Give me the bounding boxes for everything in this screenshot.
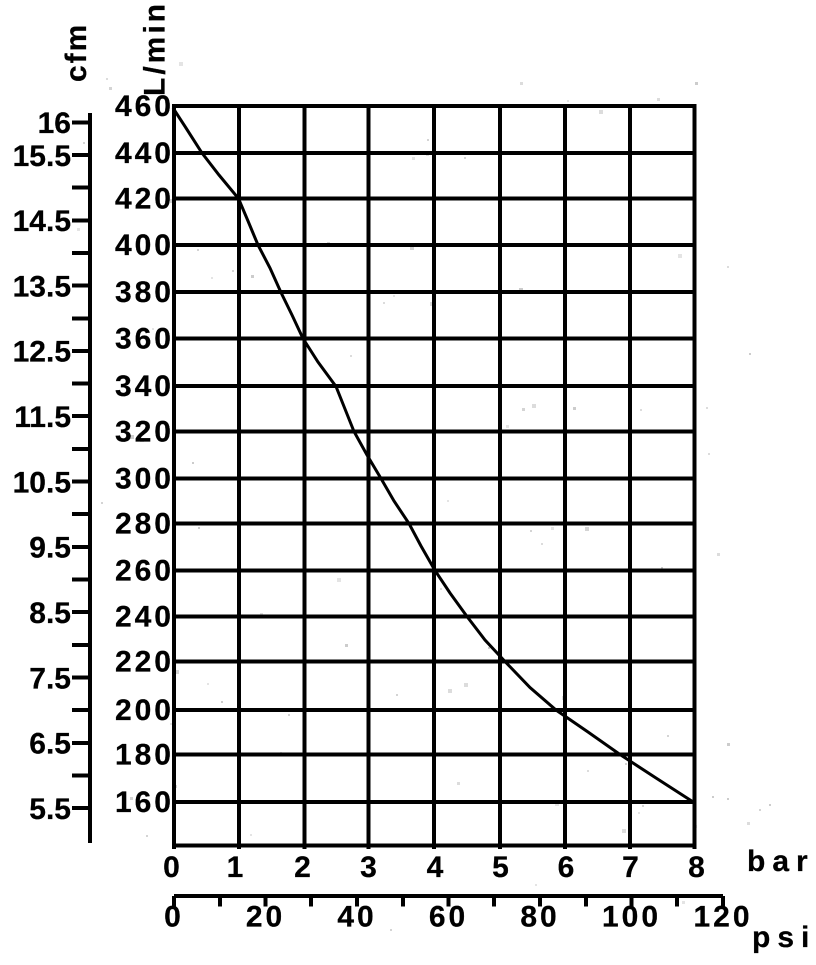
- svg-text:340: 340: [115, 370, 174, 403]
- svg-text:20: 20: [246, 901, 285, 934]
- svg-text:100: 100: [602, 901, 661, 934]
- svg-text:11.5: 11.5: [14, 401, 71, 434]
- svg-text:6.5: 6.5: [29, 728, 71, 761]
- svg-text:15.5: 15.5: [13, 140, 71, 173]
- svg-text:1: 1: [227, 851, 245, 884]
- svg-text:400: 400: [115, 229, 174, 262]
- svg-text:280: 280: [115, 508, 174, 541]
- svg-text:220: 220: [115, 646, 174, 679]
- svg-text:200: 200: [115, 694, 174, 727]
- svg-text:8.5: 8.5: [29, 597, 71, 630]
- svg-text:260: 260: [115, 555, 174, 588]
- svg-text:80: 80: [520, 901, 559, 934]
- svg-text:0: 0: [163, 851, 181, 884]
- svg-text:240: 240: [115, 601, 174, 634]
- svg-text:360: 360: [115, 323, 174, 356]
- svg-text:16: 16: [38, 107, 71, 140]
- svg-text:0: 0: [164, 901, 184, 934]
- svg-text:440: 440: [115, 137, 174, 170]
- svg-text:4: 4: [427, 851, 445, 884]
- svg-text:40: 40: [337, 901, 376, 934]
- svg-text:380: 380: [115, 276, 174, 309]
- svg-text:320: 320: [115, 416, 174, 449]
- svg-text:2: 2: [294, 851, 312, 884]
- svg-text:psi: psi: [752, 921, 816, 954]
- svg-text:160: 160: [115, 786, 174, 819]
- svg-text:5.5: 5.5: [29, 793, 71, 826]
- svg-text:8: 8: [688, 851, 706, 884]
- svg-text:10.5: 10.5: [13, 466, 71, 499]
- svg-text:120: 120: [693, 901, 752, 934]
- svg-text:300: 300: [115, 463, 174, 496]
- svg-text:12.5: 12.5: [13, 336, 71, 369]
- svg-text:13.5: 13.5: [13, 270, 71, 303]
- svg-text:60: 60: [429, 901, 468, 934]
- svg-text:180: 180: [115, 739, 174, 772]
- svg-text:6: 6: [558, 851, 576, 884]
- svg-text:cfm: cfm: [60, 23, 93, 82]
- svg-text:bar: bar: [747, 845, 815, 878]
- svg-text:7.5: 7.5: [29, 662, 71, 695]
- svg-text:9.5: 9.5: [29, 532, 71, 565]
- svg-text:7: 7: [622, 851, 640, 884]
- svg-text:420: 420: [115, 183, 174, 216]
- svg-text:L/min: L/min: [139, 1, 172, 96]
- svg-text:460: 460: [115, 90, 174, 123]
- svg-text:3: 3: [360, 851, 378, 884]
- svg-text:14.5: 14.5: [13, 205, 71, 238]
- svg-text:5: 5: [492, 851, 510, 884]
